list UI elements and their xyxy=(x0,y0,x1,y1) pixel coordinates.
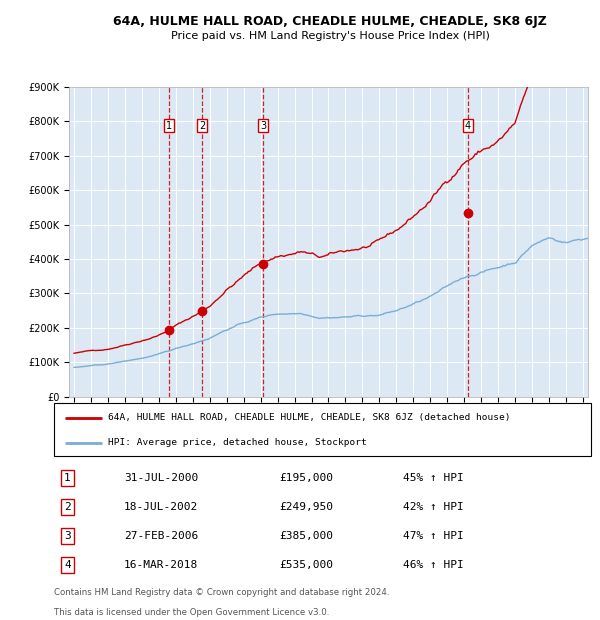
Text: Contains HM Land Registry data © Crown copyright and database right 2024.: Contains HM Land Registry data © Crown c… xyxy=(54,588,389,597)
Text: 1: 1 xyxy=(64,473,71,483)
Text: 47% ↑ HPI: 47% ↑ HPI xyxy=(403,531,464,541)
Text: 64A, HULME HALL ROAD, CHEADLE HULME, CHEADLE, SK8 6JZ (detached house): 64A, HULME HALL ROAD, CHEADLE HULME, CHE… xyxy=(108,414,510,422)
Text: 31-JUL-2000: 31-JUL-2000 xyxy=(124,473,198,483)
Text: HPI: Average price, detached house, Stockport: HPI: Average price, detached house, Stoc… xyxy=(108,438,367,447)
FancyBboxPatch shape xyxy=(54,403,591,456)
Text: 27-FEB-2006: 27-FEB-2006 xyxy=(124,531,198,541)
Text: 16-MAR-2018: 16-MAR-2018 xyxy=(124,560,198,570)
Text: 64A, HULME HALL ROAD, CHEADLE HULME, CHEADLE, SK8 6JZ: 64A, HULME HALL ROAD, CHEADLE HULME, CHE… xyxy=(113,16,547,29)
Text: 2: 2 xyxy=(199,120,205,131)
Text: 2: 2 xyxy=(64,502,71,512)
Text: 4: 4 xyxy=(64,560,71,570)
Text: £385,000: £385,000 xyxy=(280,531,334,541)
Text: £249,950: £249,950 xyxy=(280,502,334,512)
Text: 45% ↑ HPI: 45% ↑ HPI xyxy=(403,473,464,483)
Text: 1: 1 xyxy=(166,120,172,131)
Text: 46% ↑ HPI: 46% ↑ HPI xyxy=(403,560,464,570)
Text: 4: 4 xyxy=(464,120,471,131)
Text: 18-JUL-2002: 18-JUL-2002 xyxy=(124,502,198,512)
Text: 3: 3 xyxy=(64,531,71,541)
Text: £195,000: £195,000 xyxy=(280,473,334,483)
Text: This data is licensed under the Open Government Licence v3.0.: This data is licensed under the Open Gov… xyxy=(54,608,329,618)
Text: £535,000: £535,000 xyxy=(280,560,334,570)
Text: 3: 3 xyxy=(260,120,266,131)
Text: 42% ↑ HPI: 42% ↑ HPI xyxy=(403,502,464,512)
Text: Price paid vs. HM Land Registry's House Price Index (HPI): Price paid vs. HM Land Registry's House … xyxy=(170,31,490,41)
